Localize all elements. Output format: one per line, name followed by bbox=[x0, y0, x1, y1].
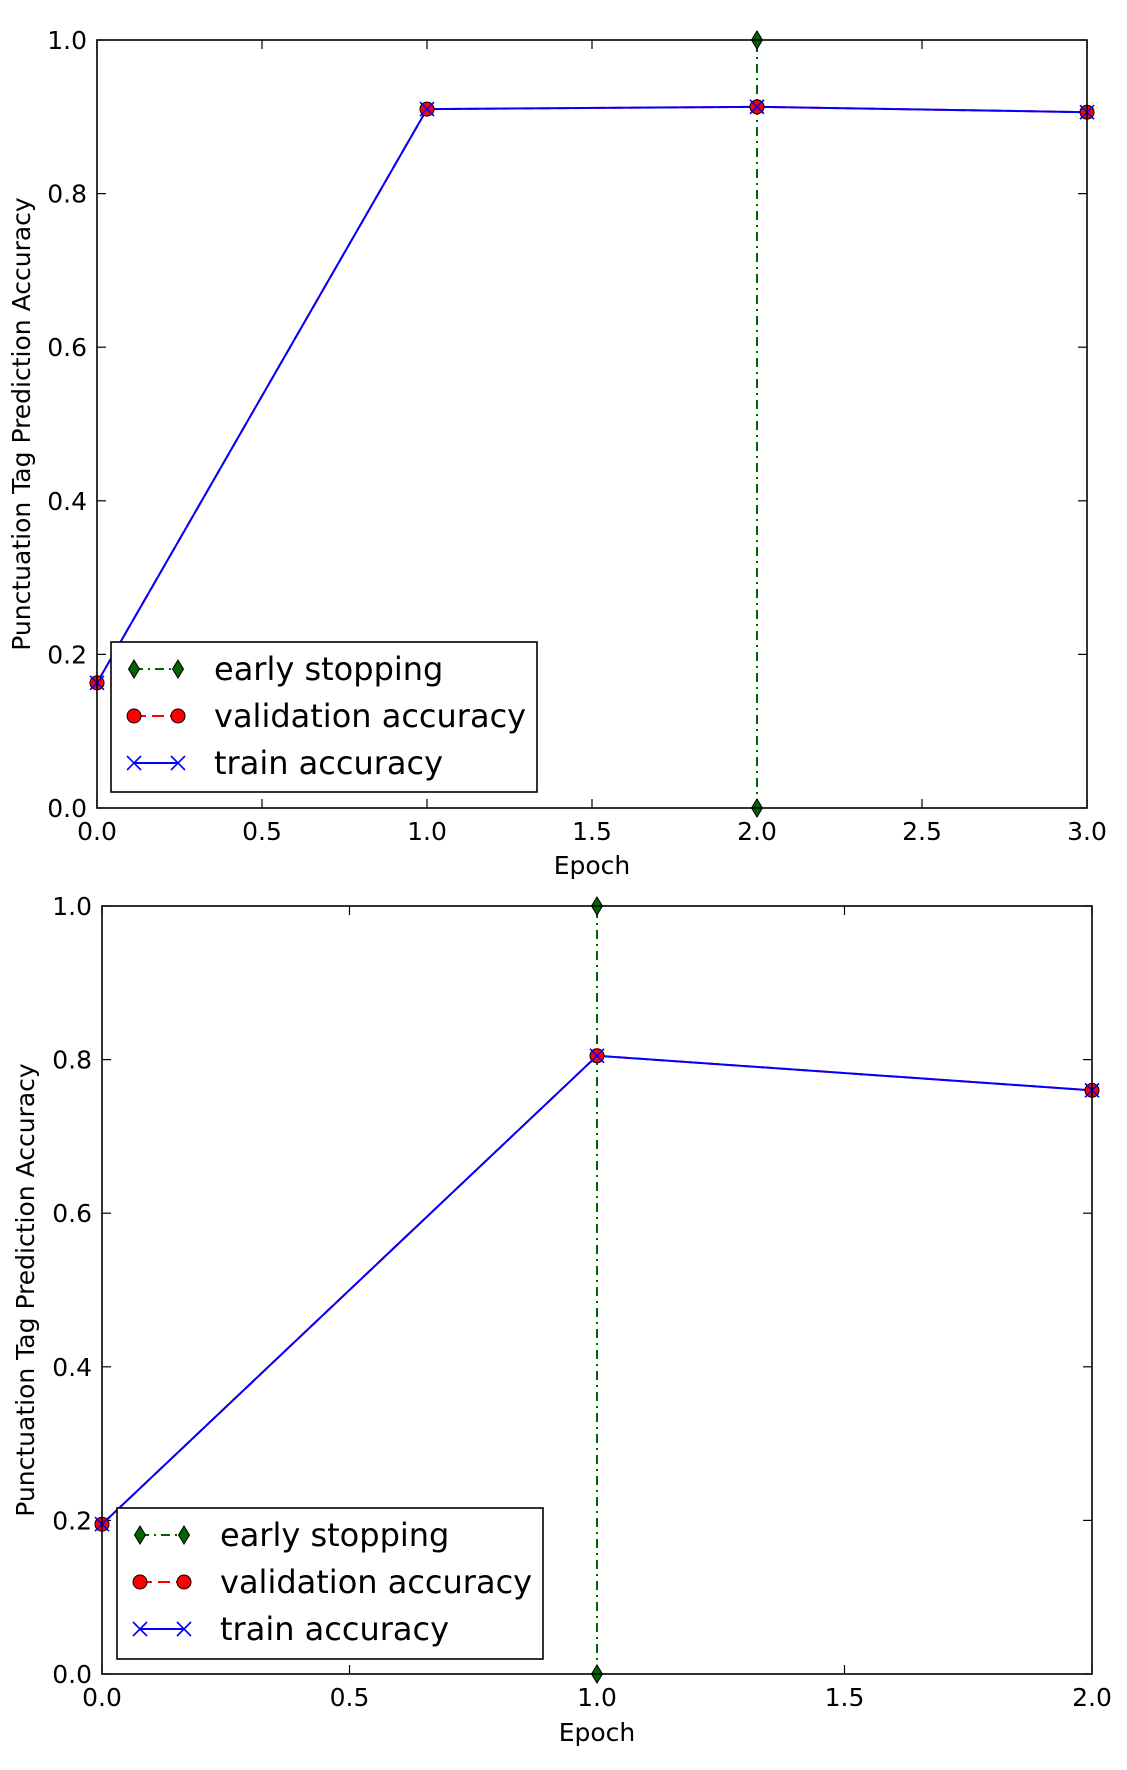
legend-marker bbox=[132, 1621, 148, 1637]
x-tick-label: 3.0 bbox=[1067, 817, 1107, 846]
x-axis-label: Epoch bbox=[554, 851, 631, 880]
legend-marker bbox=[133, 1525, 147, 1545]
legend-marker bbox=[170, 708, 186, 724]
legend-marker bbox=[126, 755, 142, 771]
y-tick-label: 0.2 bbox=[52, 1506, 92, 1535]
y-tick-label: 0.6 bbox=[52, 1199, 92, 1228]
legend-entry-validation-accuracy: validation accuracy bbox=[132, 1563, 532, 1601]
x-tick-label: 0.5 bbox=[242, 817, 282, 846]
legend-marker bbox=[177, 1525, 191, 1545]
ticks: 0.0 0.5 1.0 1.5 2.0 2.5 3.0 0.0 0.2 0.4 0.6 0.8 1.0 bbox=[47, 26, 1107, 846]
legend-marker bbox=[132, 1574, 148, 1590]
series-validation-accuracy bbox=[96, 105, 1088, 684]
legend-label: early stopping bbox=[214, 650, 443, 688]
series-group bbox=[94, 896, 1100, 1684]
y-tick-label: 0.0 bbox=[47, 794, 87, 823]
legend-entry-early-stopping: early stopping bbox=[127, 650, 443, 688]
legend-label: validation accuracy bbox=[220, 1563, 532, 1601]
legend-entry-train-accuracy: train accuracy bbox=[126, 744, 443, 782]
data-point bbox=[749, 99, 765, 115]
y-tick-label: 0.4 bbox=[47, 487, 87, 516]
legend-entry-validation-accuracy: validation accuracy bbox=[126, 697, 526, 735]
y-axis-label: Punctuation Tag Prediction Accuracy bbox=[7, 197, 36, 651]
y-tick-label: 0.8 bbox=[47, 180, 87, 209]
y-axis-label: Punctuation Tag Prediction Accuracy bbox=[11, 1063, 40, 1517]
x-tick-label: 1.0 bbox=[577, 1683, 617, 1712]
x-tick-label: 1.5 bbox=[825, 1683, 865, 1712]
plot-frame bbox=[96, 39, 1088, 809]
series-line bbox=[96, 105, 1088, 684]
legend-entry-early-stopping: early stopping bbox=[133, 1516, 449, 1554]
legend-marker bbox=[127, 659, 141, 679]
y-tick-label: 1.0 bbox=[52, 892, 92, 921]
y-tick-label: 0.4 bbox=[52, 1353, 92, 1382]
x-tick-label: 2.0 bbox=[737, 817, 777, 846]
y-tick-label: 0.0 bbox=[52, 1660, 92, 1689]
legend-marker bbox=[176, 1621, 192, 1637]
markers-validation-accuracy bbox=[89, 99, 1095, 691]
x-tick-label: 1.0 bbox=[407, 817, 447, 846]
y-tick-label: 0.8 bbox=[52, 1046, 92, 1075]
chart-1: 0.0 0.5 1.0 1.5 2.0 2.5 3.0 0.0 0.2 0.4 0.6 0.8 1.0 E… bbox=[7, 26, 1107, 880]
markers-train-accuracy bbox=[89, 99, 1095, 691]
series-train-accuracy bbox=[96, 105, 1088, 684]
legend: early stopping validation accuracy train a… bbox=[116, 1507, 544, 1660]
legend-marker bbox=[126, 708, 142, 724]
legend-entry-train-accuracy: train accuracy bbox=[132, 1610, 449, 1648]
y-tick-label: 0.6 bbox=[47, 333, 87, 362]
data-point bbox=[419, 101, 435, 117]
x-tick-label: 0.0 bbox=[77, 817, 117, 846]
legend-marker bbox=[171, 659, 185, 679]
x-tick-label: 0.0 bbox=[82, 1683, 122, 1712]
legend-label: train accuracy bbox=[214, 744, 443, 782]
x-tick-label: 2.5 bbox=[902, 817, 942, 846]
legend-label: train accuracy bbox=[220, 1610, 449, 1648]
legend-marker bbox=[176, 1574, 192, 1590]
data-point bbox=[589, 1048, 605, 1064]
ticks: 0.0 0.5 1.0 1.5 2.0 0.0 0.2 0.4 0.6 0.8 1.0 bbox=[52, 892, 1112, 1712]
x-tick-label: 0.5 bbox=[330, 1683, 370, 1712]
legend-label: validation accuracy bbox=[214, 697, 526, 735]
legend-marker bbox=[170, 755, 186, 771]
legend-label: early stopping bbox=[220, 1516, 449, 1554]
x-axis-label: Epoch bbox=[559, 1718, 636, 1747]
legend: early stopping validation accuracy train a… bbox=[110, 641, 538, 793]
plot-frame bbox=[101, 905, 1093, 1675]
series-line bbox=[96, 105, 1088, 684]
chart-2: 0.0 0.5 1.0 1.5 2.0 0.0 0.2 0.4 0.6 0.8 1.0 Epoch Pu… bbox=[11, 892, 1112, 1747]
x-tick-label: 1.5 bbox=[572, 817, 612, 846]
y-tick-label: 1.0 bbox=[47, 26, 87, 55]
y-tick-label: 0.2 bbox=[47, 640, 87, 669]
x-tick-label: 2.0 bbox=[1072, 1683, 1112, 1712]
